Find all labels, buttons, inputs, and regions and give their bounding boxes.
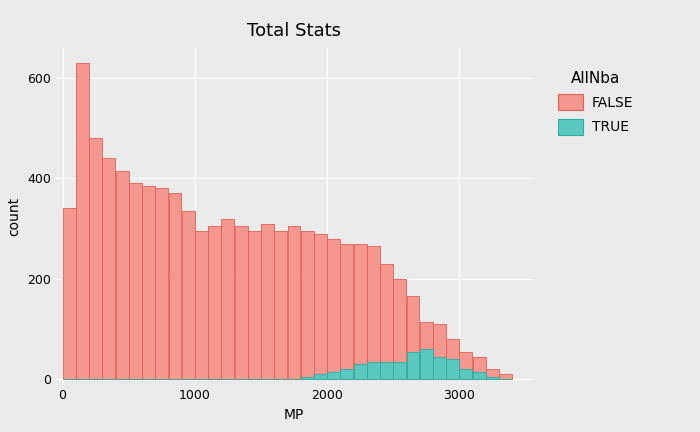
Bar xyxy=(314,375,327,379)
Bar xyxy=(433,357,446,379)
Bar xyxy=(407,296,419,379)
Bar xyxy=(340,244,354,379)
Title: Total Stats: Total Stats xyxy=(247,22,341,41)
Bar xyxy=(261,223,274,379)
Bar xyxy=(499,375,512,379)
Bar xyxy=(354,364,367,379)
Bar xyxy=(116,171,129,379)
Bar xyxy=(169,194,181,379)
Bar xyxy=(221,219,234,379)
Bar xyxy=(314,234,327,379)
Bar xyxy=(327,372,340,379)
Bar xyxy=(433,324,446,379)
Bar xyxy=(459,352,473,379)
Bar xyxy=(393,279,406,379)
Y-axis label: count: count xyxy=(8,197,22,235)
Bar xyxy=(129,183,142,379)
Bar xyxy=(288,226,300,379)
Bar xyxy=(248,231,261,379)
Bar xyxy=(486,369,499,379)
Bar xyxy=(195,231,208,379)
Bar xyxy=(301,377,314,379)
Bar xyxy=(393,362,406,379)
Bar xyxy=(420,349,433,379)
Bar xyxy=(367,246,380,379)
Bar xyxy=(446,339,459,379)
Bar xyxy=(234,226,248,379)
Bar xyxy=(367,362,380,379)
Bar xyxy=(208,226,221,379)
Bar xyxy=(407,352,419,379)
Bar xyxy=(486,377,499,379)
Bar xyxy=(354,244,367,379)
Bar xyxy=(473,372,486,379)
Bar xyxy=(380,362,393,379)
Bar xyxy=(327,238,340,379)
Legend: FALSE, TRUE: FALSE, TRUE xyxy=(549,61,643,144)
Bar xyxy=(380,264,393,379)
Bar xyxy=(473,357,486,379)
Bar xyxy=(76,63,89,379)
Bar xyxy=(182,211,195,379)
Bar xyxy=(340,369,354,379)
Bar xyxy=(420,321,433,379)
X-axis label: MP: MP xyxy=(284,408,304,422)
Bar xyxy=(142,186,155,379)
Bar xyxy=(446,359,459,379)
Bar xyxy=(301,231,314,379)
Bar xyxy=(89,138,102,379)
Bar xyxy=(459,369,473,379)
Bar xyxy=(274,231,287,379)
Bar xyxy=(155,188,168,379)
Bar xyxy=(63,209,76,379)
Bar xyxy=(102,158,116,379)
